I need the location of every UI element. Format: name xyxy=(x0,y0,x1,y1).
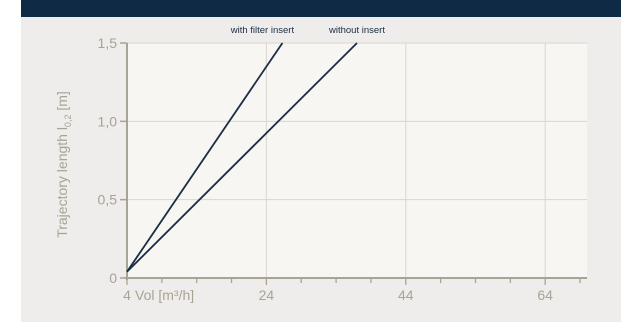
y-axis-label: Trajectory length l0,2 [m] xyxy=(54,91,73,238)
plot-area xyxy=(127,43,587,278)
series-line-1 xyxy=(126,42,284,273)
x-tick-label: 64 xyxy=(537,287,553,303)
x-tick-label: 4 xyxy=(123,287,131,303)
top-bar xyxy=(21,0,621,17)
series-line-2 xyxy=(126,42,358,273)
y-axis-label-main: Trajectory length l xyxy=(54,127,70,238)
y-tick-label: 1,0 xyxy=(98,113,118,129)
y-axis-label-subscript: 0,2 xyxy=(63,115,73,128)
y-tick-label: 0,5 xyxy=(98,192,118,208)
y-axis-label-unit: [m] xyxy=(54,91,70,114)
series-labels: with filter insert without insert xyxy=(230,25,386,36)
x-tick-label: 44 xyxy=(398,287,414,303)
y-tick-label: 1,5 xyxy=(98,35,118,51)
tick-labels: 0 0,5 1,0 1,5 4 24 44 64 Vol [m³/h] xyxy=(98,35,554,303)
series-label-2: without insert xyxy=(328,25,385,36)
x-axis-label: Vol [m³/h] xyxy=(135,287,194,303)
data-series xyxy=(126,42,358,273)
y-tick-label: 0 xyxy=(109,270,117,286)
axes xyxy=(120,42,587,285)
y-axis-label-group: Trajectory length l0,2 [m] xyxy=(54,91,73,238)
series-label-1: with filter insert xyxy=(230,25,295,36)
x-tick-label: 24 xyxy=(259,287,275,303)
